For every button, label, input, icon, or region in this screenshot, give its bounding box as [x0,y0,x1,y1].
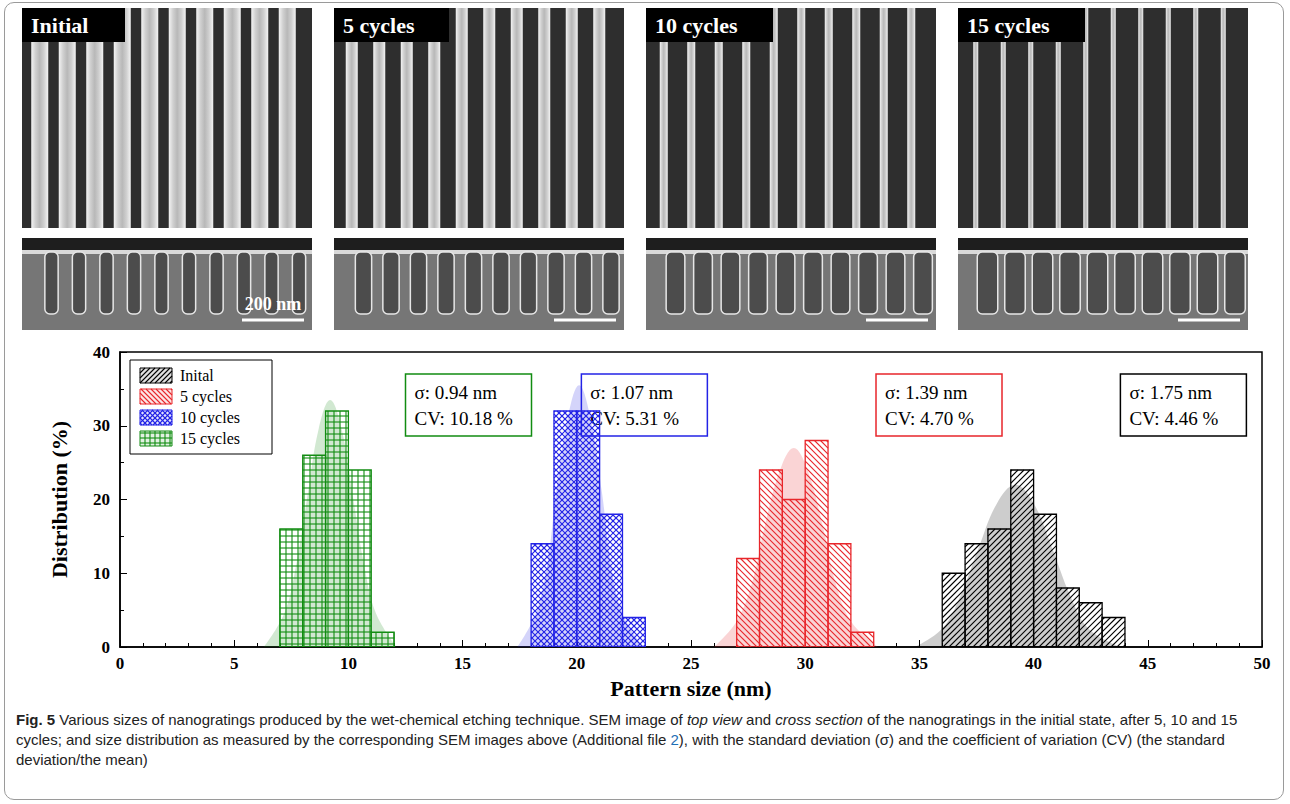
svg-text:30: 30 [797,654,814,673]
svg-text:σ: 0.94 nm: σ: 0.94 nm [415,382,498,403]
svg-text:CV: 4.70 %: CV: 4.70 % [885,408,974,429]
svg-text:CV: 5.31 %: CV: 5.31 % [590,408,679,429]
svg-text:40: 40 [1025,654,1042,673]
svg-text:σ: 1.75 nm: σ: 1.75 nm [1129,382,1212,403]
svg-text:σ: 1.07 nm: σ: 1.07 nm [590,382,673,403]
svg-text:10 cycles: 10 cycles [655,13,738,38]
svg-text:20: 20 [568,654,585,673]
svg-text:0: 0 [116,654,125,673]
svg-text:10 cycles: 10 cycles [180,409,240,427]
svg-text:45: 45 [1139,654,1156,673]
svg-text:Inital: Inital [180,367,214,384]
svg-text:10: 10 [340,654,357,673]
svg-text:15 cycles: 15 cycles [180,430,240,448]
svg-text:5 cycles: 5 cycles [180,388,232,406]
svg-text:200 nm: 200 nm [245,294,302,314]
svg-text:25: 25 [683,654,700,673]
svg-text:15 cycles: 15 cycles [967,13,1050,38]
svg-text:0: 0 [102,638,111,657]
svg-text:35: 35 [911,654,928,673]
svg-text:20: 20 [93,490,110,509]
svg-text:CV: 10.18 %: CV: 10.18 % [415,408,514,429]
html-text:Fig. 5 Various sizes of nanogr: Fig. 5 Various sizes of nanogratings pro… [16,711,1238,768]
svg-text:40: 40 [93,343,110,362]
svg-text:Distribution (%): Distribution (%) [47,421,72,578]
svg-text:10: 10 [93,564,110,583]
svg-text:CV: 4.46 %: CV: 4.46 % [1129,408,1218,429]
svg-text:50: 50 [1254,654,1271,673]
svg-text:Pattern size (nm): Pattern size (nm) [610,676,771,701]
svg-text:σ: 1.39 nm: σ: 1.39 nm [885,382,968,403]
svg-text:30: 30 [93,416,110,435]
svg-text:5: 5 [230,654,239,673]
svg-text:5 cycles: 5 cycles [343,13,415,38]
svg-text:15: 15 [454,654,471,673]
svg-text:Initial: Initial [31,13,88,38]
